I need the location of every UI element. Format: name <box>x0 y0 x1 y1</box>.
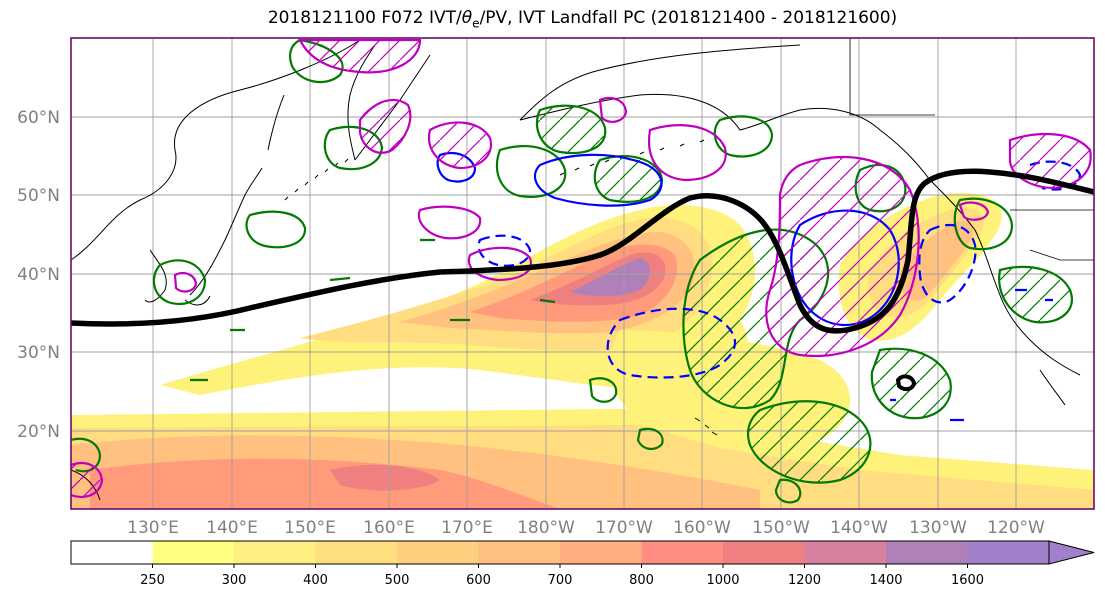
latitude-labels: 60°N 50°N 40°N 30°N 20°N <box>17 108 60 442</box>
lon-label-140e: 140°E <box>206 518 258 538</box>
colorbar-cell <box>886 541 968 564</box>
hawaii-islands <box>694 417 718 436</box>
colorbar-tick-label: 1200 <box>788 573 821 588</box>
lat-label-20n: 20°N <box>17 422 60 442</box>
lat-label-60n: 60°N <box>17 108 60 128</box>
colorbar-tick-label: 600 <box>466 573 491 588</box>
colorbar-ticks: 250 300 400 500 600 700 800 1000 1200 1400 1600 <box>140 564 984 588</box>
colorbar-tick-label: 1400 <box>869 573 902 588</box>
lat-label-40n: 40°N <box>17 265 60 285</box>
lon-label-150w: 150°W <box>752 518 810 538</box>
lon-label-130e: 130°E <box>127 518 179 538</box>
colorbar-cell <box>641 541 724 564</box>
colorbar-tick-label: 500 <box>385 573 410 588</box>
colorbar-extend-arrow <box>1048 540 1095 565</box>
lon-label-120w: 120°W <box>987 518 1045 538</box>
colorbar-tick-label: 800 <box>629 573 654 588</box>
colorbar-cell <box>71 541 153 564</box>
lon-label-140w: 140°W <box>830 518 888 538</box>
pv-dashed-contour <box>606 307 736 379</box>
political-borders <box>849 38 1094 261</box>
lon-label-180w: 180°W <box>517 518 575 538</box>
kuril-islands <box>284 158 349 201</box>
korea-coastline <box>144 249 167 303</box>
colorbar-cell <box>315 541 398 564</box>
colorbar-cell <box>152 541 235 564</box>
colorbar-tick-label: 1000 <box>706 573 739 588</box>
ivt-subtropical-band <box>71 408 1094 509</box>
lon-label-160e: 160°E <box>363 518 415 538</box>
lon-label-170e: 170°E <box>441 518 493 538</box>
colorbar-tick-label: 300 <box>222 573 247 588</box>
lon-label-170w: 170°W <box>595 518 653 538</box>
colorbar-cell <box>478 541 561 564</box>
colorbar-cells <box>70 540 1095 565</box>
colorbar-tick-label: 250 <box>140 573 165 588</box>
landfall-pc-contours <box>71 38 1092 498</box>
colorbar-cell <box>560 541 642 564</box>
baja-coastline <box>1039 369 1066 406</box>
asia-coastline <box>71 39 361 261</box>
map-area <box>71 38 1094 509</box>
map-frame <box>70 37 1095 510</box>
small-black-loop <box>895 374 917 392</box>
lon-label-160w: 160°W <box>673 518 731 538</box>
figure-title: 2018121100 F072 IVT/θe/PV, IVT Landfall … <box>267 8 898 31</box>
alaska-coastline <box>519 44 931 181</box>
colorbar-cell <box>723 541 805 564</box>
pv-dashed-contour-east <box>918 223 977 304</box>
longitude-labels: 130°E 140°E 150°E 160°E 170°E 180°W 170°… <box>127 518 1045 538</box>
japan-kyushu-coastline <box>184 295 211 306</box>
lat-label-30n: 30°N <box>17 343 60 363</box>
colorbar-cell <box>967 541 1050 564</box>
pv-dashed-contour-ar <box>477 234 532 267</box>
lon-label-150e: 150°E <box>284 518 336 538</box>
sakhalin-coastline <box>267 94 285 151</box>
coastlines <box>71 39 1081 501</box>
lon-label-130w: 130°W <box>909 518 967 538</box>
colorbar: 250 300 400 500 600 700 800 1000 1200 1400 1600 <box>70 540 1095 588</box>
colorbar-cell <box>804 541 887 564</box>
japan-coastline <box>189 167 263 296</box>
colorbar-tick-label: 400 <box>303 573 328 588</box>
pv-small-features <box>890 288 1053 422</box>
colorbar-tick-label: 700 <box>548 573 573 588</box>
colorbar-cell <box>397 541 479 564</box>
colorbar-tick-label: 1600 <box>951 573 984 588</box>
colorbar-cell <box>234 541 316 564</box>
lat-label-50n: 50°N <box>17 186 60 206</box>
north-america-coastline <box>929 179 1081 376</box>
pv-solid-contour-north <box>533 153 663 207</box>
thick-black-contour <box>71 168 1094 334</box>
